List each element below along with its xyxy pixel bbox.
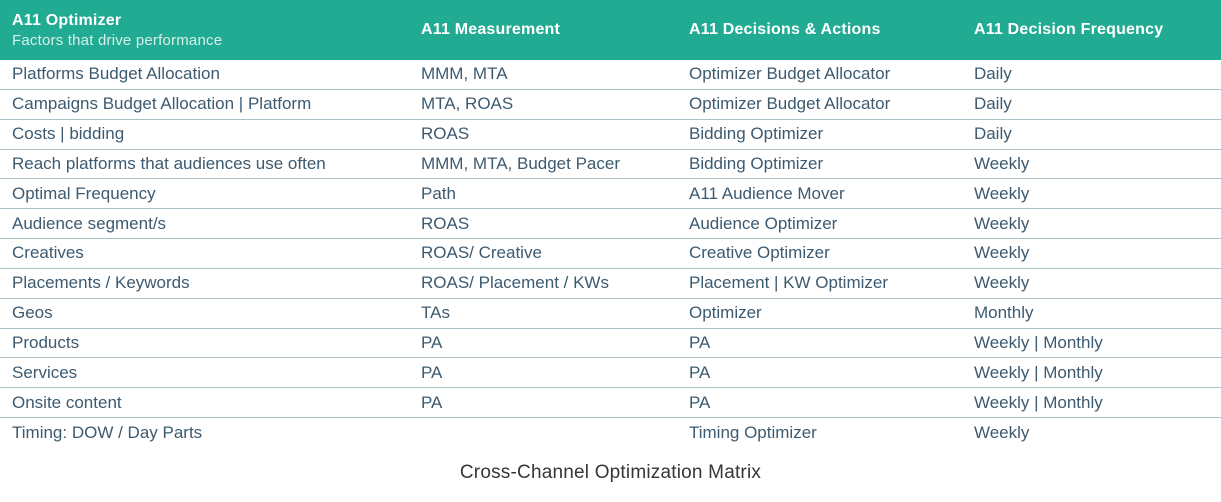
header-cell-decision-frequency: A11 Decision Frequency [973,21,1164,38]
cell-measurement: ROAS/ Creative [420,243,542,263]
cell-action: Audience Optimizer [688,213,838,233]
cell-action: Bidding Optimizer [688,124,824,144]
cell-action: Placement | KW Optimizer [688,273,889,293]
cell-action: PA [688,333,711,353]
cell-frequency: Daily [973,64,1012,84]
header-cell-decisions-actions: A11 Decisions & Actions [688,21,881,38]
cell-action: Timing Optimizer [688,423,817,443]
cell-factor: Products [12,333,80,353]
table-header-row: A11 Optimizer Factors that drive perform… [0,0,1221,60]
cell-measurement [411,418,679,448]
cell-frequency: Weekly [973,273,1030,293]
cell-factor: Costs | bidding [12,124,125,144]
header-cell-optimizer: A11 Optimizer Factors that drive perform… [0,0,411,60]
cell-factor: Timing: DOW / Day Parts [12,423,203,443]
cell-factor: Reach platforms that audiences use often [12,153,326,173]
cell-measurement: MMM, MTA, Budget Pacer [420,153,620,173]
cell-factor: Services [12,362,78,382]
cell-frequency: Weekly [973,243,1030,263]
cell-frequency: Monthly [973,303,1034,323]
table-body: Platforms Budget Allocation MMM, MTA Opt… [0,60,1221,448]
cell-frequency: Weekly [973,423,1030,443]
cell-factor: Optimal Frequency [12,183,156,203]
table-row: Products PA PA Weekly | Monthly [0,329,1221,359]
optimization-matrix-table: A11 Optimizer Factors that drive perform… [0,0,1221,448]
cell-measurement: PA [420,362,443,382]
table-row: Campaigns Budget Allocation | Platform M… [0,90,1221,120]
cell-measurement: ROAS [420,213,470,233]
table-row: Costs | bidding ROAS Bidding Optimizer D… [0,120,1221,150]
header-optimizer-title: A11 Optimizer [12,11,122,29]
cell-frequency: Weekly | Monthly [973,333,1103,353]
cell-factor: Creatives [12,243,84,263]
cell-frequency: Weekly [973,213,1030,233]
table-caption: Cross-Channel Optimization Matrix [459,461,762,483]
cell-action: PA [688,392,711,412]
cell-measurement: MMM, MTA [420,64,508,84]
table-row: Platforms Budget Allocation MMM, MTA Opt… [0,60,1221,90]
cell-action: PA [688,362,711,382]
cell-frequency: Weekly | Monthly [973,362,1103,382]
cell-action: A11 Audience Mover [688,183,845,203]
cell-action: Bidding Optimizer [688,153,824,173]
cell-frequency: Weekly [973,153,1030,173]
table-row: Onsite content PA PA Weekly | Monthly [0,388,1221,419]
cell-frequency: Weekly | Monthly [973,392,1103,412]
cell-action: Creative Optimizer [688,243,830,263]
table-row: Geos TAs Optimizer Monthly [0,299,1221,329]
table-row: Creatives ROAS/ Creative Creative Optimi… [0,239,1221,269]
cell-frequency: Daily [973,124,1012,144]
cell-measurement: PA [420,333,443,353]
cell-measurement: ROAS/ Placement / KWs [420,273,609,293]
cell-frequency: Daily [973,94,1012,114]
cell-factor: Geos [12,303,53,323]
cell-action: Optimizer Budget Allocator [688,64,891,84]
cell-frequency: Weekly [973,183,1030,203]
table-row: Audience segment/s ROAS Audience Optimiz… [0,209,1221,240]
cell-measurement: MTA, ROAS [420,94,514,114]
table-row: Optimal Frequency Path A11 Audience Move… [0,179,1221,210]
table-row: Timing: DOW / Day Parts Timing Optimizer… [0,418,1221,448]
header-optimizer-subtitle: Factors that drive performance [12,31,223,49]
table-row: Placements / Keywords ROAS/ Placement / … [0,269,1221,299]
table-row: Services PA PA Weekly | Monthly [0,358,1221,389]
cell-measurement: ROAS [420,124,470,144]
table-row: Reach platforms that audiences use often… [0,150,1221,180]
header-cell-measurement: A11 Measurement [420,21,561,38]
cell-factor: Audience segment/s [12,213,167,233]
cell-factor: Placements / Keywords [12,273,190,293]
cell-measurement: Path [420,183,456,203]
cell-action: Optimizer Budget Allocator [688,94,891,114]
cell-measurement: TAs [420,303,450,323]
cell-factor: Campaigns Budget Allocation | Platform [12,94,312,114]
cell-action: Optimizer [688,303,762,323]
cell-factor: Onsite content [12,392,122,412]
cell-factor: Platforms Budget Allocation [12,64,220,84]
cell-measurement: PA [420,392,443,412]
